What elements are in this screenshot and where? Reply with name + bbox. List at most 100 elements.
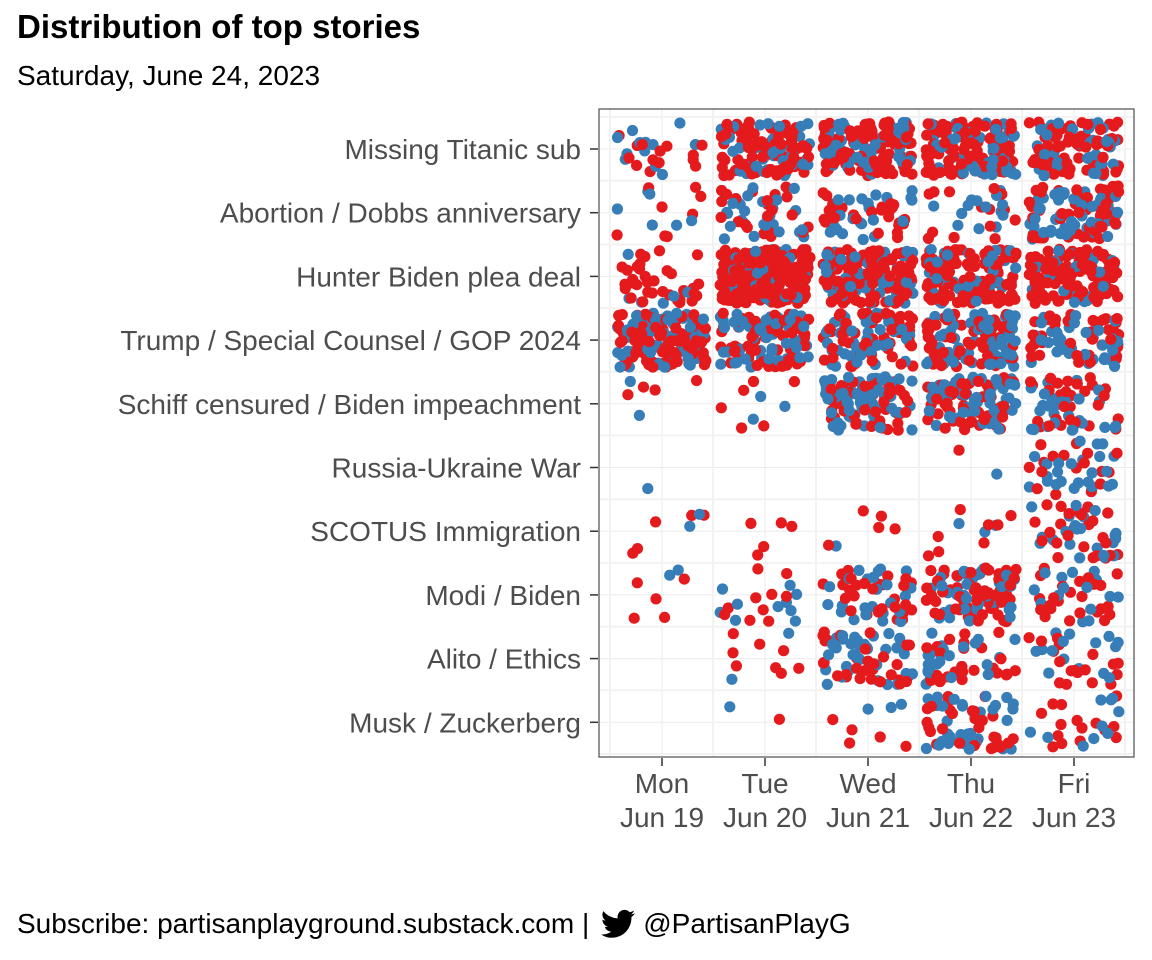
scatter-point (718, 233, 731, 245)
scatter-point (1076, 590, 1088, 603)
scatter-point (716, 184, 728, 197)
scatter-point (1023, 117, 1035, 129)
scatter-point (795, 246, 807, 259)
scatter-point (937, 346, 950, 358)
scatter-point (972, 615, 984, 627)
scatter-point (931, 669, 943, 682)
scatter-point (970, 165, 982, 177)
scatter-point (880, 307, 892, 319)
scatter-point (968, 260, 981, 272)
scatter-point (1070, 499, 1082, 512)
scatter-point (1025, 376, 1037, 388)
scatter-point (636, 139, 648, 151)
scatter-point (1023, 461, 1035, 473)
scatter-point (1026, 501, 1038, 513)
scatter-point (1024, 726, 1036, 738)
scatter-point (870, 189, 882, 201)
scatter-point (781, 288, 793, 300)
scatter-point (1052, 156, 1064, 169)
scatter-point (1030, 184, 1042, 196)
scatter-point (1102, 727, 1114, 740)
scatter-point (1112, 636, 1124, 649)
scatter-point (670, 349, 682, 361)
scatter-point (891, 659, 903, 671)
scatter-point (653, 245, 666, 257)
scatter-point (1023, 632, 1035, 644)
scatter-point (943, 186, 956, 198)
scatter-point (980, 201, 992, 213)
scatter-point (964, 150, 976, 162)
scatter-point (763, 353, 775, 365)
scatter-point (922, 550, 935, 562)
scatter-point (984, 388, 996, 400)
scatter-point (741, 121, 753, 133)
scatter-point (906, 340, 918, 352)
scatter-point (795, 120, 807, 132)
scatter-point (786, 126, 799, 138)
scatter-point (943, 650, 955, 662)
scatter-point (925, 565, 937, 577)
scatter-point (942, 311, 954, 323)
scatter-point (946, 707, 959, 720)
scatter-point (877, 651, 890, 663)
scatter-point (835, 124, 847, 136)
scatter-point (684, 520, 696, 532)
scatter-point (956, 207, 968, 220)
scatter-point (1047, 257, 1059, 269)
scatter-point (750, 245, 762, 257)
scatter-point (988, 404, 1000, 416)
scatter-point (876, 603, 888, 615)
scatter-point (1071, 378, 1083, 390)
scatter-point (1091, 438, 1103, 450)
scatter-point (790, 342, 803, 354)
scatter-point (1045, 372, 1057, 384)
scatter-point (954, 345, 966, 357)
scatter-point (1039, 567, 1051, 579)
scatter-point (716, 195, 728, 208)
scatter-point (1045, 224, 1057, 236)
scatter-point (859, 404, 871, 416)
scatter-point (1104, 590, 1116, 603)
scatter-point (830, 139, 842, 151)
scatter-point (879, 117, 891, 129)
scatter-point (1091, 135, 1104, 147)
scatter-point (742, 190, 754, 202)
scatter-point (1083, 260, 1095, 272)
scatter-point (619, 282, 631, 295)
scatter-point (945, 354, 958, 366)
scatter-point (992, 609, 1004, 621)
scatter-point (723, 169, 735, 181)
scatter-point (963, 615, 976, 627)
scatter-point (1107, 344, 1119, 356)
scatter-point (1033, 203, 1045, 215)
scatter-point (891, 227, 904, 239)
scatter-point (825, 407, 838, 419)
scatter-point (758, 420, 770, 432)
scatter-point (631, 310, 643, 322)
scatter-point (720, 128, 732, 140)
scatter-point (1113, 186, 1125, 198)
scatter-point (900, 131, 913, 143)
scatter-point (900, 406, 912, 418)
scatter-point (1094, 266, 1106, 278)
scatter-point (854, 653, 866, 666)
scatter-point (988, 142, 1000, 154)
scatter-point (1035, 334, 1047, 346)
scatter-point (867, 277, 879, 289)
scatter-point (688, 309, 700, 321)
scatter-point (788, 151, 800, 163)
scatter-point (818, 354, 831, 366)
scatter-point (1082, 118, 1094, 130)
scatter-point (648, 275, 660, 287)
scatter-point (1030, 645, 1042, 657)
scatter-point (635, 248, 647, 260)
scatter-point (976, 358, 988, 370)
scatter-point (762, 282, 774, 294)
scatter-point (1073, 206, 1085, 219)
scatter-point (853, 278, 865, 290)
x-tick-label-day: Wed (839, 768, 896, 799)
scatter-point (1100, 537, 1112, 549)
scatter-point (1065, 665, 1077, 677)
scatter-point (1112, 657, 1124, 669)
scatter-point (726, 673, 738, 685)
